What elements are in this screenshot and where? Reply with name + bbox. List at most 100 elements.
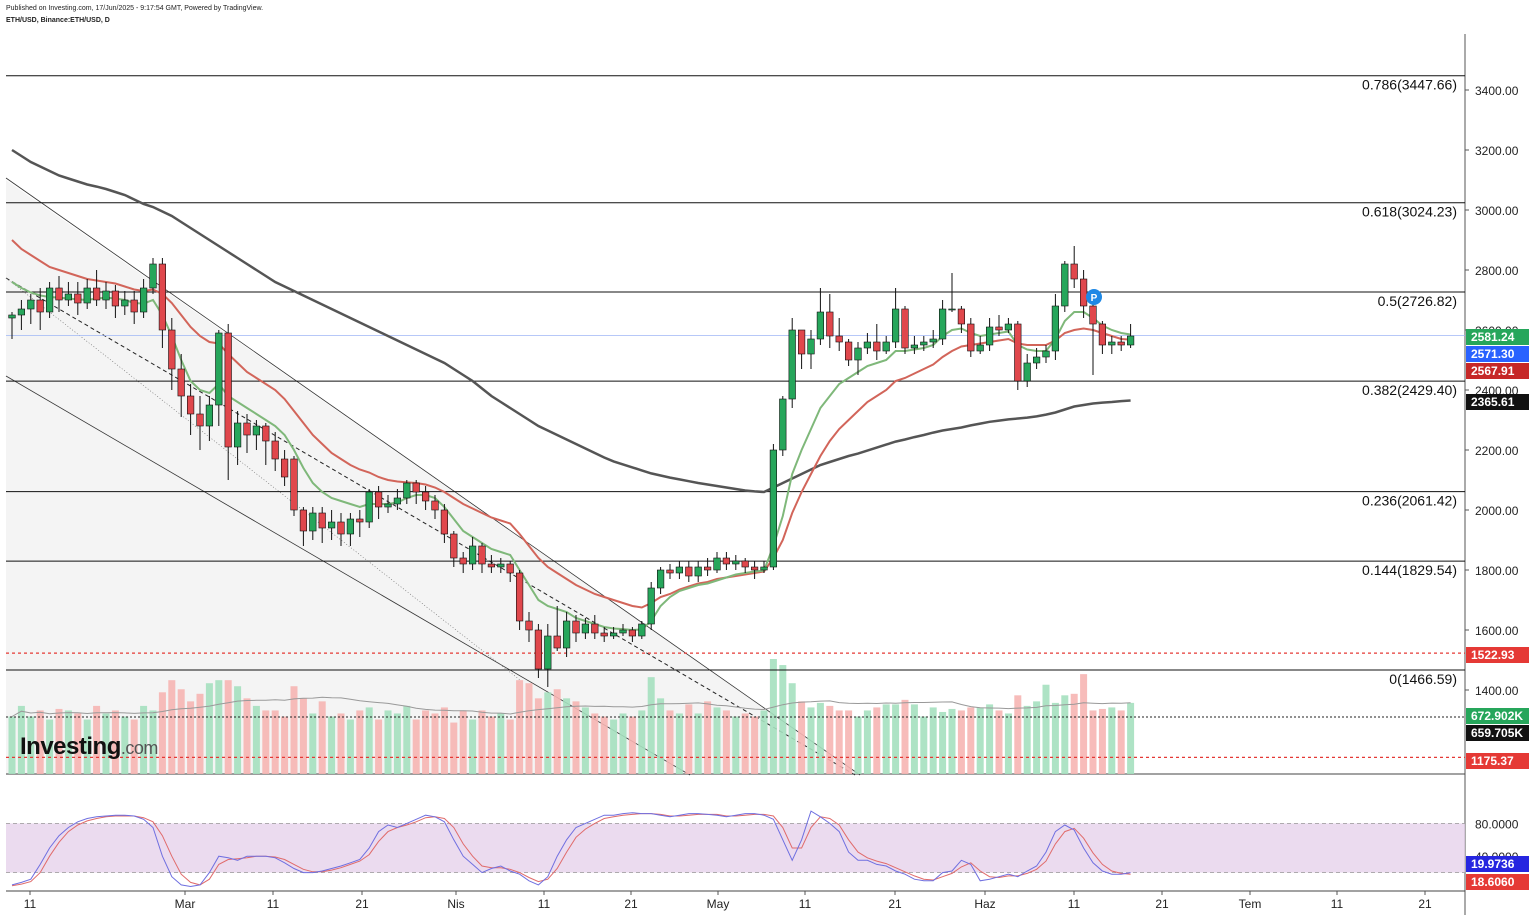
candle-body <box>309 512 317 532</box>
candle-body <box>901 308 909 349</box>
candle-body <box>403 482 411 499</box>
price-tick-label: 3200.00 <box>1475 144 1519 158</box>
volume-bar <box>497 713 505 774</box>
candle-body <box>1108 341 1116 346</box>
channel-dotted <box>5 277 521 681</box>
volume-bar <box>901 699 909 774</box>
candle <box>1070 246 1078 288</box>
ema-mid-line <box>11 239 1131 609</box>
volume-bar <box>779 665 787 774</box>
candle <box>938 300 947 345</box>
candle <box>318 507 326 543</box>
candle <box>327 510 336 540</box>
stochastic-panel <box>6 810 1465 888</box>
sma-slow-line <box>11 148 1131 494</box>
candle-body <box>788 329 796 400</box>
volume-bar <box>83 719 91 774</box>
candle <box>374 486 383 519</box>
volume-bar <box>675 713 683 774</box>
logo-domain: .com <box>120 738 159 758</box>
volume-bar <box>892 704 900 774</box>
candle-body <box>938 308 947 340</box>
candle-body <box>111 290 119 307</box>
candle <box>1004 318 1012 333</box>
candle <box>835 318 843 351</box>
candle <box>572 615 580 642</box>
volume-bar <box>929 707 937 774</box>
volume-bar <box>1108 707 1116 774</box>
volume-bar <box>732 716 740 774</box>
volume-bar <box>873 707 881 774</box>
volume-bar <box>487 716 495 774</box>
candle-body <box>591 623 599 634</box>
candle-body <box>619 629 627 634</box>
candle-body <box>628 629 636 637</box>
volume-bar <box>1033 701 1041 774</box>
candle-body <box>327 521 336 529</box>
volume-bar <box>469 719 477 774</box>
candle-body <box>450 533 458 559</box>
volume-bar <box>986 704 994 774</box>
volume-ma-tag-label: 659.705K <box>1471 726 1523 740</box>
time-tick-label: 11 <box>1331 897 1344 911</box>
candle-body <box>346 518 355 535</box>
candle <box>985 318 994 351</box>
price-tick-label: 3400.00 <box>1475 84 1519 98</box>
candle-body <box>863 341 871 349</box>
price-tag-bg <box>1466 329 1529 345</box>
volume-bar <box>741 713 749 774</box>
candle-body <box>995 326 1003 331</box>
volume-bar <box>1127 702 1135 774</box>
stoch-k-tag-label: 19.9736 <box>1471 857 1515 871</box>
volume-bar <box>534 698 542 774</box>
candle <box>252 420 261 450</box>
candle <box>478 543 486 573</box>
candle-body <box>1127 335 1135 346</box>
candle-body <box>290 458 298 511</box>
candle-body <box>215 332 223 406</box>
candle <box>102 282 110 309</box>
candle-body <box>525 620 533 631</box>
candle-body <box>882 341 890 352</box>
candle-body <box>177 368 185 397</box>
fib-label-0.144: 0.144(1829.54) <box>1362 562 1457 578</box>
candle <box>920 336 928 351</box>
candle-body <box>600 632 608 637</box>
candle-body <box>36 299 44 313</box>
price-tag-bg <box>1466 363 1529 379</box>
candle <box>882 336 890 354</box>
volume-bar <box>544 692 552 774</box>
candle-body <box>271 440 279 460</box>
price-tag-bg <box>1466 647 1529 663</box>
stoch-d-tag-bg <box>1466 874 1529 890</box>
volume-bar <box>563 698 571 774</box>
candle <box>713 552 721 573</box>
candle <box>929 330 937 348</box>
candle <box>609 627 618 639</box>
time-tick-label: Tem <box>1239 897 1262 911</box>
volume-bar <box>46 719 54 774</box>
candle-body <box>732 560 740 565</box>
price-tag-bg <box>1466 394 1529 410</box>
candle <box>403 480 411 504</box>
volume-bar <box>1051 702 1059 774</box>
candle-body <box>83 287 91 304</box>
candle <box>1033 348 1041 369</box>
candle <box>967 318 975 357</box>
candle <box>487 555 496 573</box>
candle <box>8 312 16 339</box>
candle <box>534 624 542 678</box>
candle <box>262 423 270 465</box>
volume-bar <box>271 710 279 774</box>
p-marker-icon: P <box>1086 289 1102 305</box>
volume-bar <box>816 702 824 774</box>
candle <box>421 486 430 510</box>
candle-body <box>149 263 157 289</box>
volume-bar <box>939 711 947 774</box>
candle <box>591 615 599 639</box>
candle <box>656 567 665 594</box>
candle <box>243 414 251 453</box>
candle <box>393 489 402 510</box>
time-tick-label: 11 <box>24 897 37 911</box>
